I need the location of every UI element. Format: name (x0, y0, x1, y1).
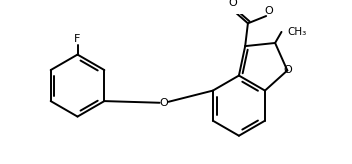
Text: O: O (264, 6, 273, 16)
Text: CH₃: CH₃ (288, 27, 307, 37)
Text: O: O (228, 0, 237, 8)
Text: F: F (74, 34, 81, 44)
Text: O: O (283, 65, 292, 75)
Text: O: O (160, 98, 169, 108)
